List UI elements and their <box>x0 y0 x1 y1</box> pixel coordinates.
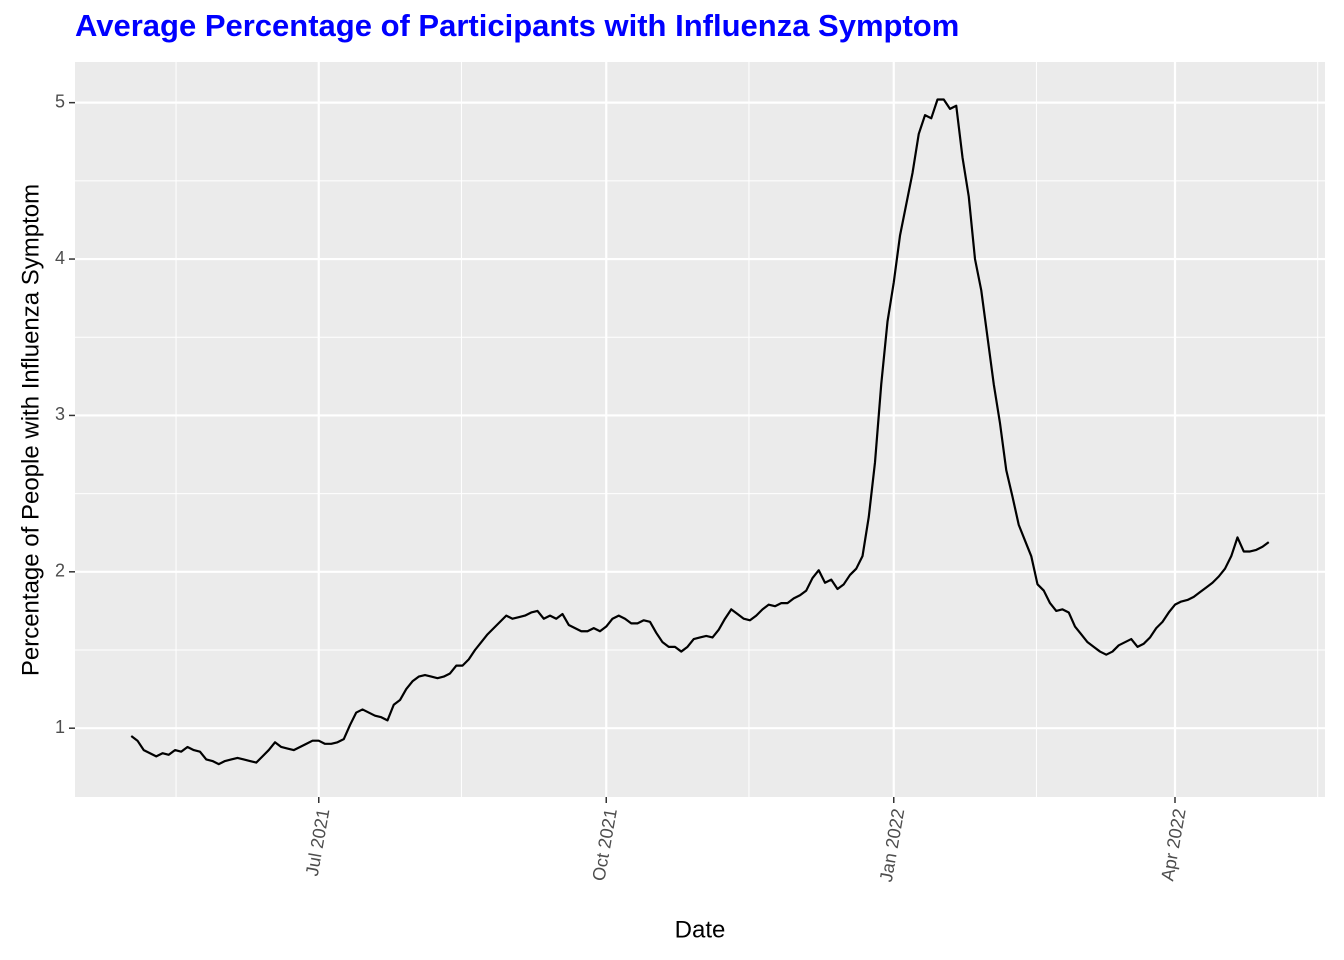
x-axis-title: Date <box>675 916 726 943</box>
y-axis-title: Percentage of People with Influenza Symp… <box>17 184 44 676</box>
grid <box>75 62 1325 797</box>
y-tick-label: 3 <box>55 404 65 424</box>
line <box>130 98 1270 766</box>
x-tick-label: Jul 2021 <box>302 807 334 878</box>
x-tick-label: Apr 2022 <box>1157 807 1189 882</box>
y-tick-label: 2 <box>55 561 65 581</box>
chart-title: Average Percentage of Participants with … <box>75 8 959 43</box>
y-tick-label: 4 <box>55 248 65 268</box>
y-tick-label: 1 <box>55 717 65 737</box>
y-tick-label: 5 <box>55 91 65 111</box>
x-tick-label: Jan 2022 <box>876 807 909 883</box>
x-tick-label: Oct 2021 <box>588 807 620 882</box>
marks <box>130 98 1270 766</box>
panel <box>75 62 1325 797</box>
